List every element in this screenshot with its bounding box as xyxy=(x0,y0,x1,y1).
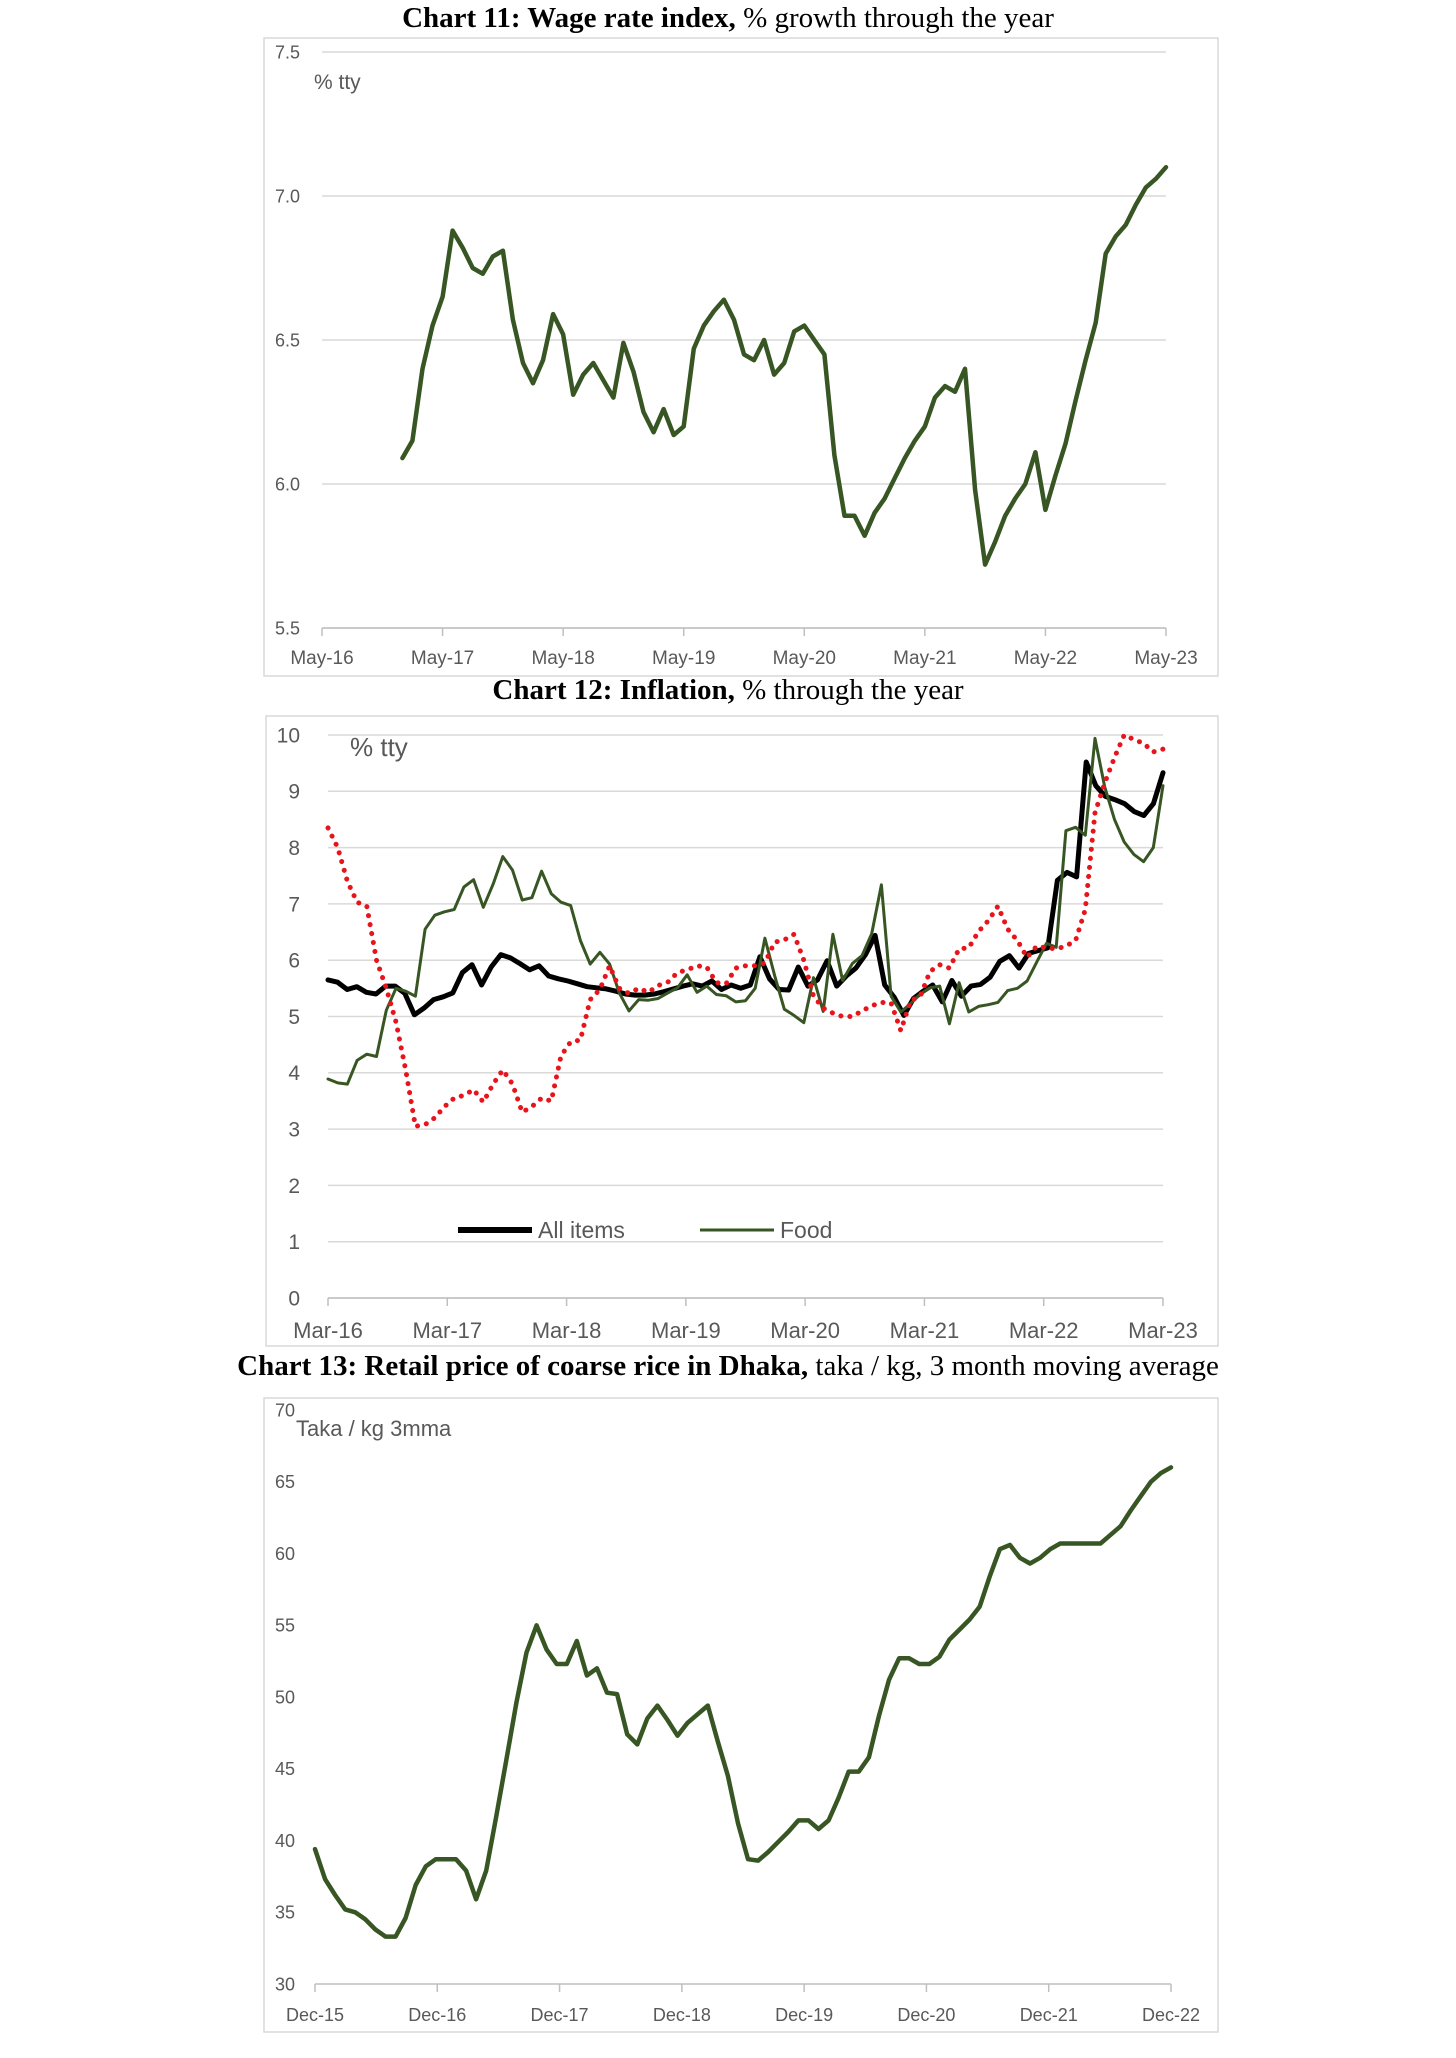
chart-11-y-tick-label: 6.5 xyxy=(275,330,300,350)
chart-12-y-tick-label: 5 xyxy=(288,1006,300,1029)
chart-13-x-tick-label: Dec-22 xyxy=(1142,2005,1200,2025)
chart-12-x-tick-label: Mar-18 xyxy=(532,1318,602,1343)
chart-12-y-tick-label: 3 xyxy=(288,1118,300,1141)
chart-11-title: Chart 11: Wage rate index, % growth thro… xyxy=(0,2,1456,35)
chart-13-y-tick-label: 70 xyxy=(275,1400,295,1420)
chart-12-y-tick-label: 6 xyxy=(288,950,300,973)
chart-12-group: 0 1 2 3 4 5 6 7 8 9 10 Mar-16 Mar-17 Mar-18 Mar-19 Mar-… xyxy=(265,715,1219,1347)
chart-13-y-tick-label: 35 xyxy=(275,1903,295,1923)
chart-13-x-tick-label: Dec-15 xyxy=(286,2005,344,2025)
chart-12-y-tick-label: 0 xyxy=(288,1287,300,1310)
chart-11-x-tick-label: May-17 xyxy=(411,648,474,669)
chart-12-x-tick-label: Mar-22 xyxy=(1009,1318,1079,1343)
chart-13-x-tick-label: Dec-19 xyxy=(775,2005,833,2025)
chart-13-unit-label: Taka / kg 3mma xyxy=(296,1416,452,1441)
chart-12-x-tick-label: Mar-19 xyxy=(651,1318,721,1343)
chart-13-y-tick-label: 50 xyxy=(275,1687,295,1707)
chart-12-x-tick-label: Mar-23 xyxy=(1128,1318,1198,1343)
chart-12-title: Chart 12: Inflation, % through the year xyxy=(0,674,1456,707)
chart-12-series-all-items-line xyxy=(325,759,1166,1018)
chart-11-x-tick-label: May-19 xyxy=(652,648,715,669)
chart-12-series-unlabelled-line xyxy=(325,732,1166,1129)
chart-11-y-tick-label: 7.5 xyxy=(275,42,300,62)
chart-12-y-tick-label: 7 xyxy=(288,893,300,916)
chart-12-y-tick-label: 1 xyxy=(288,1231,300,1254)
chart-13-group: 30 35 40 45 50 55 60 65 70 Dec-15 Dec-16 Dec-17 Dec-… xyxy=(263,1397,1219,2033)
chart-11-x-tick-label: May-16 xyxy=(290,648,353,669)
chart-11-x-tick-label: May-18 xyxy=(531,648,594,669)
chart-13-x-tick-label: Dec-16 xyxy=(408,2005,466,2025)
chart-11-x-tick-label: May-21 xyxy=(893,648,956,669)
chart-13-title-rest: taka / kg, 3 month moving average xyxy=(808,1350,1219,1382)
chart-12-y-tick-label: 4 xyxy=(288,1062,300,1085)
chart-13-frame xyxy=(263,1397,1219,2033)
chart-12-legend-label: Food xyxy=(780,1217,832,1243)
chart-12-x-tick-label: Mar-21 xyxy=(890,1318,960,1343)
chart-12-unit-label: % tty xyxy=(350,732,408,762)
chart-13-y-tick-label: 60 xyxy=(275,1544,295,1564)
chart-11-y-tick-label: 5.5 xyxy=(275,618,300,638)
chart-13-y-tick-label: 45 xyxy=(275,1759,295,1779)
chart-12-x-tick-label: Mar-17 xyxy=(412,1318,482,1343)
chart-11-x-tick-label: May-20 xyxy=(773,648,836,669)
chart-12-title-rest: % through the year xyxy=(734,674,964,706)
chart-12-y-tick-label: 9 xyxy=(288,781,300,804)
chart-12-frame xyxy=(265,715,1219,1347)
chart-13-y-tick-label: 40 xyxy=(275,1831,295,1851)
chart-13-x-tick-label: Dec-21 xyxy=(1020,2005,1078,2025)
chart-11-frame xyxy=(263,37,1219,677)
chart-13-x-tick-label: Dec-20 xyxy=(897,2005,955,2025)
chart-12-y-tick-label: 10 xyxy=(277,724,300,747)
chart-11-title-bold: Chart 11: Wage rate index, xyxy=(402,2,736,34)
chart-12-series-food-line xyxy=(326,736,1165,1086)
chart-13-title: Chart 13: Retail price of coarse rice in… xyxy=(0,1350,1456,1383)
chart-13-title-bold: Chart 13: Retail price of coarse rice in… xyxy=(237,1350,809,1382)
chart-11-y-tick-label: 6.0 xyxy=(275,474,300,494)
chart-12-x-tick-label: Mar-20 xyxy=(770,1318,840,1343)
chart-11-y-tick-label: 7.0 xyxy=(275,186,300,206)
chart-11-series-unlabelled-line xyxy=(400,164,1169,567)
chart-11-x-tick-label: May-22 xyxy=(1014,648,1077,669)
chart-11-unit-label: % tty xyxy=(314,71,361,94)
chart-13-y-tick-label: 55 xyxy=(275,1616,295,1636)
chart-12-y-tick-label: 8 xyxy=(288,837,300,860)
chart-12-title-bold: Chart 12: Inflation, xyxy=(492,674,735,706)
chart-13-x-tick-label: Dec-17 xyxy=(531,2005,589,2025)
chart-12-y-tick-label: 2 xyxy=(288,1175,300,1198)
chart-12-legend-label: All items xyxy=(538,1217,625,1243)
chart-11-title-rest: % growth through the year xyxy=(735,2,1054,34)
chart-13-x-tick-label: Dec-18 xyxy=(653,2005,711,2025)
chart-13-series-unlabelled-line xyxy=(312,1465,1174,1939)
chart-13-y-tick-label: 65 xyxy=(275,1472,295,1492)
chart-13-y-tick-label: 30 xyxy=(275,1974,295,1994)
chart-11-x-tick-label: May-23 xyxy=(1134,648,1197,669)
chart-12-x-tick-label: Mar-16 xyxy=(293,1318,363,1343)
chart-11-group: 5.5 6.0 6.5 7.0 7.5 May-16 May-17 May-18 May-19 M… xyxy=(263,37,1219,677)
